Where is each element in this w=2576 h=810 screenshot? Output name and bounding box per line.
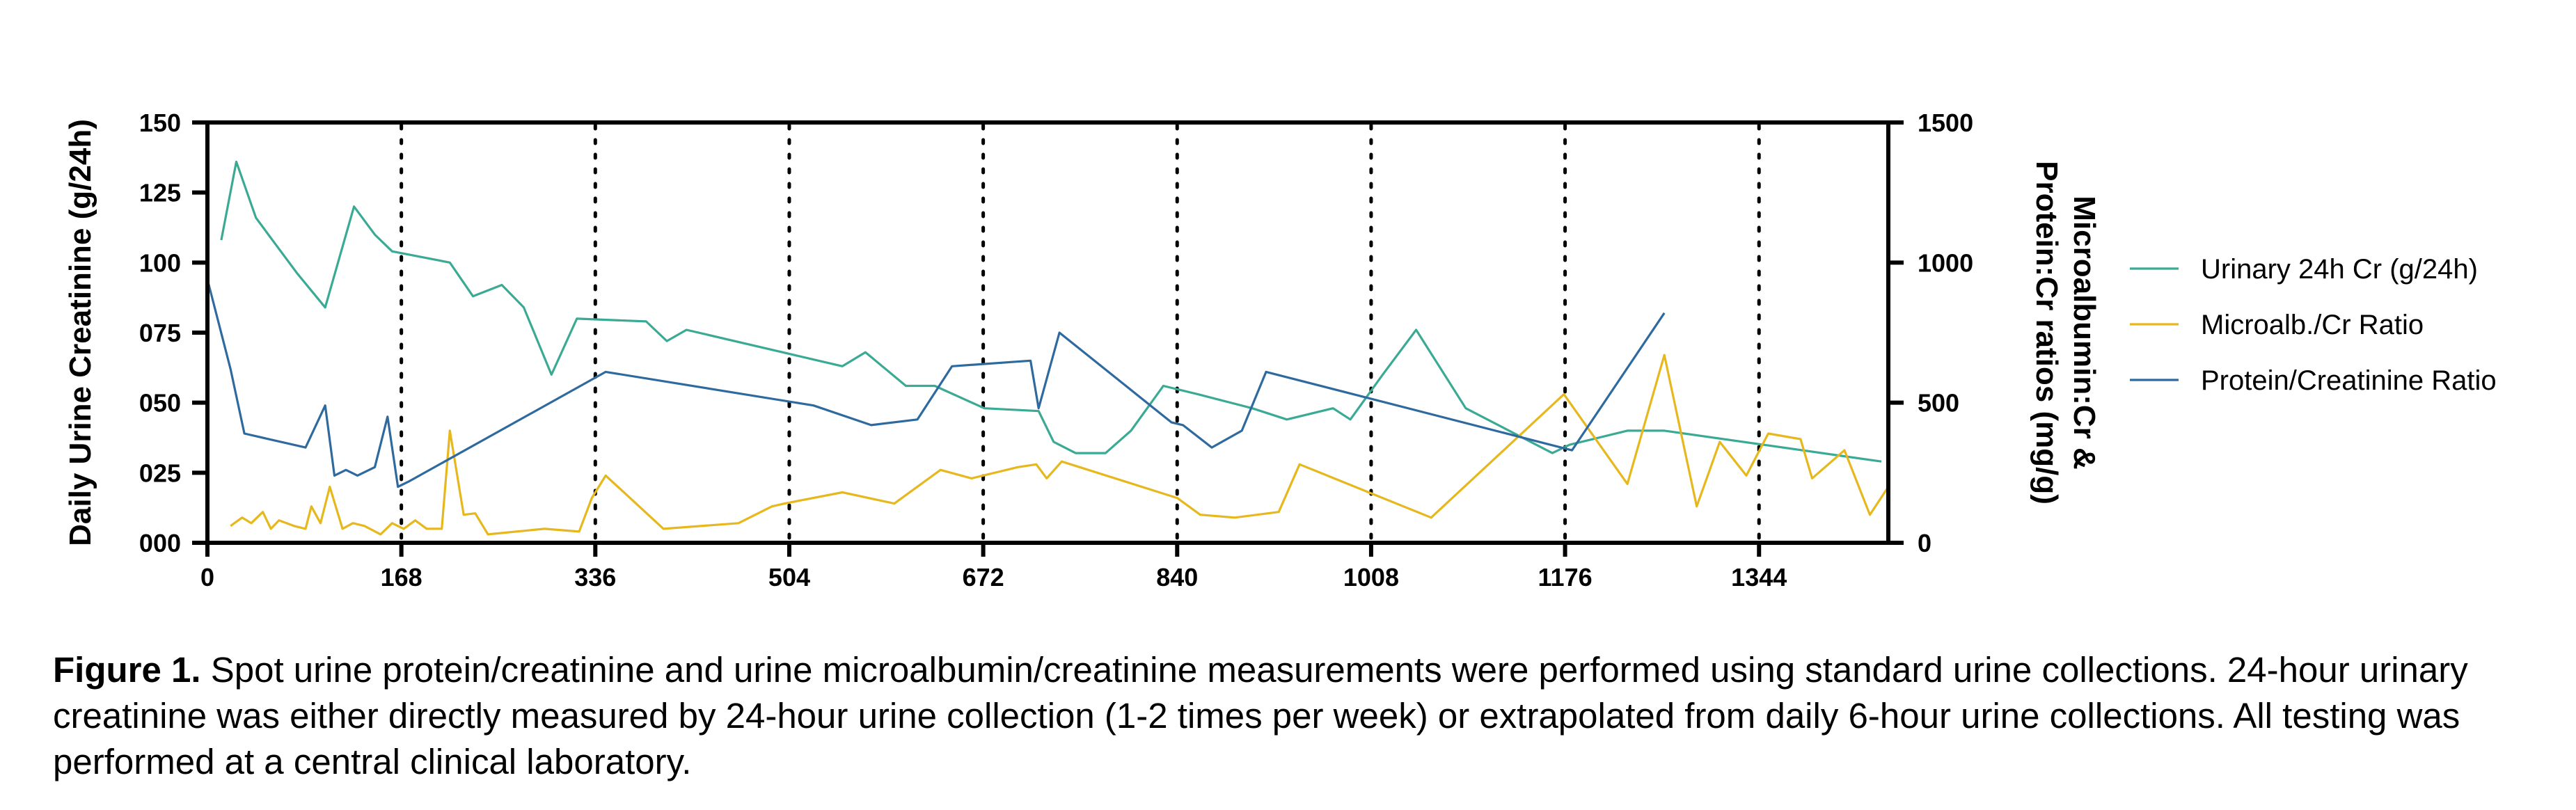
right-tick-label: 1000 — [1918, 248, 1973, 277]
x-tick-label: 168 — [381, 563, 422, 591]
series-line-2 — [230, 354, 1890, 536]
x-tick-label: 1008 — [1343, 563, 1399, 591]
figure-caption: Figure 1. Spot urine protein/creatinine … — [53, 647, 2531, 785]
right-y-axis-title-line-1: Microalbumin:Cr & — [2067, 196, 2101, 470]
left-tick-label: 050 — [139, 389, 181, 418]
x-tick-label: 504 — [768, 563, 810, 591]
legend: Urinary 24h Cr (g/24h) Microalb./Cr Ratio… — [2130, 254, 2497, 396]
x-tick-label: 672 — [963, 563, 1004, 591]
left-tick-label: 125 — [139, 179, 181, 207]
caption-label: Figure 1. — [53, 650, 201, 690]
x-tick-label: 0 — [200, 563, 214, 591]
legend-label-1: Urinary 24h Cr (g/24h) — [2201, 254, 2478, 285]
x-ticks: 0 168 336 504 672 840 1008 1176 1344 — [200, 543, 1787, 591]
vertical-dotted-lines — [400, 123, 1761, 542]
legend-label-3: Protein/Creatinine Ratio — [2201, 365, 2497, 396]
left-tick-label: 025 — [139, 459, 181, 487]
x-tick-label: 1176 — [1538, 563, 1593, 591]
caption-text: Spot urine protein/creatinine and urine … — [53, 650, 2468, 781]
right-y-ticks: 0 500 1000 1500 — [1888, 109, 1973, 557]
right-tick-label: 1500 — [1918, 109, 1973, 137]
legend-label-2: Microalb./Cr Ratio — [2201, 310, 2424, 340]
left-y-ticks: 000 025 050 075 100 125 150 — [139, 109, 207, 557]
left-tick-label: 100 — [139, 248, 181, 277]
x-tick-label: 336 — [574, 563, 616, 591]
series-line-3 — [206, 279, 1666, 489]
left-y-axis-title: Daily Urine Creatinine (g/24h) — [63, 119, 97, 546]
chart: 000 025 050 075 100 125 150 0 500 1000 1500 0 168 3… — [63, 109, 2497, 591]
right-tick-label: 0 — [1918, 529, 1931, 557]
series-lines — [206, 160, 1890, 536]
x-tick-label: 840 — [1156, 563, 1198, 591]
left-tick-label: 150 — [139, 109, 181, 137]
left-tick-label: 075 — [139, 319, 181, 347]
left-tick-label: 000 — [139, 529, 181, 557]
right-tick-label: 500 — [1918, 389, 1959, 418]
right-y-axis-title-line-2: Protein:Cr ratios (mg/g) — [2030, 161, 2064, 505]
x-tick-label: 1344 — [1731, 563, 1787, 591]
series-line-1 — [220, 160, 1882, 463]
